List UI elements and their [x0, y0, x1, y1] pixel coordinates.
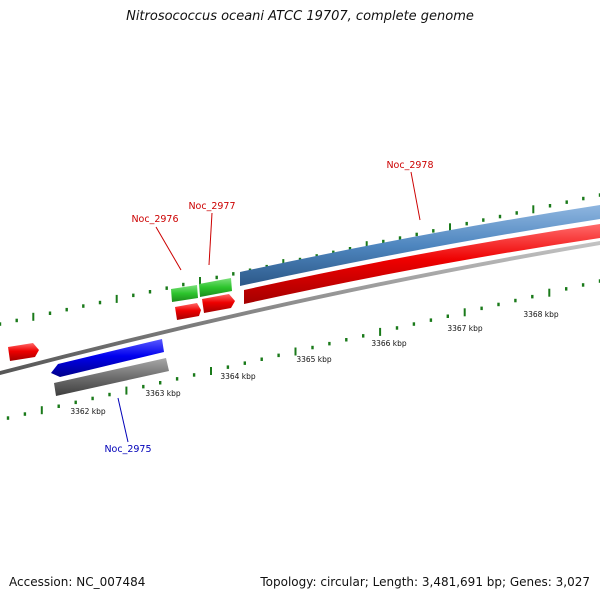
scale-label: 3366 kbp	[371, 339, 407, 348]
gene-label-noc-2975[interactable]: Noc_2975	[104, 444, 151, 455]
gene-label-noc-2977[interactable]: Noc_2977	[188, 201, 235, 212]
scale-label: 3368 kbp	[523, 310, 559, 319]
scale-label: 3364 kbp	[220, 372, 256, 381]
map-title: Nitrosococcus oceani ATCC 19707, complet…	[126, 9, 474, 24]
accession-text: Accession: NC_007484	[9, 575, 146, 589]
genome-backbone	[0, 241, 600, 375]
noc-2977-leader	[208, 212, 213, 266]
feature-noc-2978-cds	[244, 224, 600, 304]
feature-noc-2977-cds	[202, 294, 235, 313]
feature-gray-cds	[54, 358, 169, 396]
noc-2978-leader	[410, 171, 421, 221]
noc-2976-leader	[155, 226, 182, 271]
feature-noc-2976-rna	[171, 285, 198, 302]
feature-noc-2975-cds	[51, 339, 164, 377]
noc-2975-leader	[117, 397, 129, 443]
gene-label-noc-2978[interactable]: Noc_2978	[386, 160, 433, 171]
genome-stats-text: Topology: circular; Length: 3,481,691 bp…	[260, 575, 590, 589]
feature-noc-2976-cds	[175, 303, 201, 320]
scale-ticks	[0, 193, 600, 420]
scale-label: 3362 kbp	[70, 407, 106, 416]
feature-noc-2978-highlight	[240, 205, 600, 286]
scale-labels: 3362 kbp 3363 kbp 3364 kbp 3365 kbp 3366 kbp…	[70, 310, 559, 416]
gene-label-noc-2976[interactable]: Noc_2976	[131, 214, 178, 225]
feature-noc-2977-rna	[199, 278, 232, 297]
feature-left-cds	[8, 343, 39, 361]
scale-label: 3365 kbp	[296, 355, 332, 364]
scale-label: 3367 kbp	[447, 324, 483, 333]
scale-label: 3363 kbp	[145, 389, 181, 398]
